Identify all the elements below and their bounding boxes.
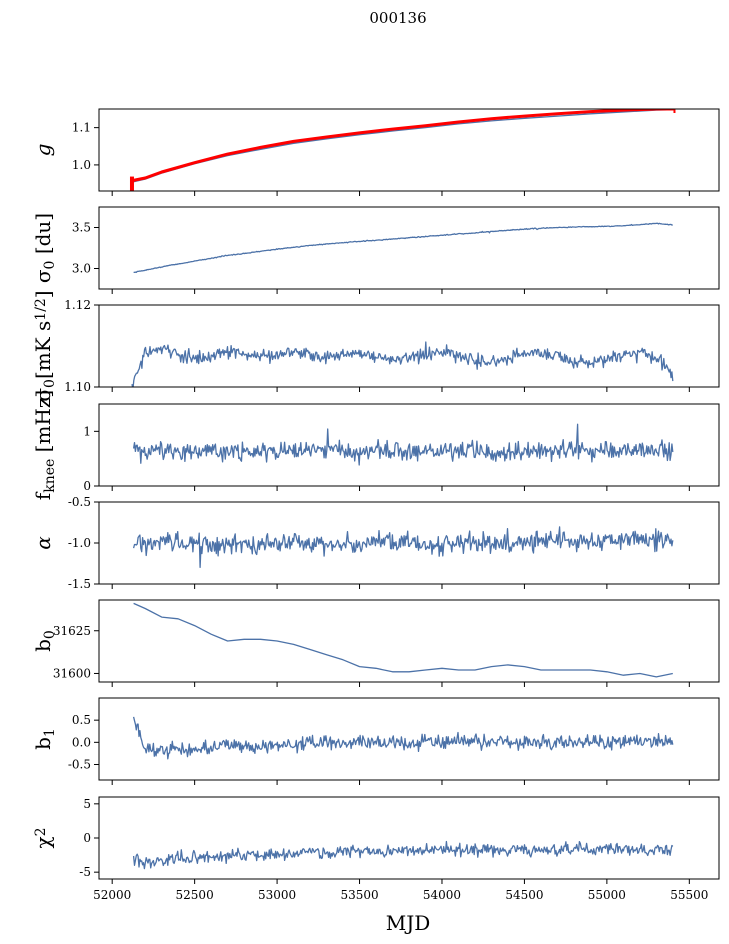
y-tick-label: 3.5 xyxy=(72,221,91,235)
axes-frame-sigma0-du xyxy=(98,206,720,290)
series-line-chi2 xyxy=(132,840,674,870)
series-line-b1 xyxy=(132,716,674,760)
y-tick-label: -1.5 xyxy=(68,577,91,591)
x-tick-label: 54000 xyxy=(423,888,461,902)
series-line-g-overlay xyxy=(131,109,675,183)
y-tick-label: 31625 xyxy=(53,624,91,638)
x-tick-label: 52500 xyxy=(176,888,214,902)
panel-g: 1.0 1.1 g xyxy=(31,108,720,196)
x-tick-label: 54500 xyxy=(505,888,543,902)
y-tick-label: -0.5 xyxy=(68,495,91,509)
axes-frame-b0 xyxy=(98,599,720,683)
y-axis-label-b1: b1 xyxy=(31,728,58,750)
panel-fknee: 0 1 fknee [mHz] xyxy=(31,390,720,500)
y-tick-label: 1.10 xyxy=(64,380,91,394)
axes-frame-fknee xyxy=(98,403,720,487)
y-tick-label: 0.5 xyxy=(72,713,91,727)
y-axis-label-b0: b0 xyxy=(31,630,58,652)
series-line-alpha xyxy=(132,526,674,568)
y-tick-label: -5 xyxy=(79,865,91,879)
y-axis-label-sigma0-mk: σ0[mK s1/2] xyxy=(31,290,58,401)
series-line-b0 xyxy=(133,602,673,678)
y-tick-label: 1.12 xyxy=(64,298,91,312)
axes-frame-sigma0-mk xyxy=(98,304,720,388)
y-tick-label: 0 xyxy=(83,831,91,845)
y-tick-label: -1.0 xyxy=(68,536,91,550)
x-tick-label: 53000 xyxy=(258,888,296,902)
panel-alpha: -1.5 -1.0 -0.5 α xyxy=(31,495,720,591)
axes-frame-chi2 xyxy=(98,796,720,880)
series-line-g xyxy=(131,109,673,183)
y-axis-label-fknee: fknee [mHz] xyxy=(31,390,58,500)
x-tick-label: 55000 xyxy=(588,888,626,902)
series-line-fknee xyxy=(132,423,674,466)
x-tick-label: 53500 xyxy=(340,888,378,902)
panel-chi2: -5 0 5 52000 52500 53000 53500 54000 54500 55000 5… xyxy=(31,796,720,902)
y-tick-label: 1 xyxy=(83,424,91,438)
y-tick-label: 5 xyxy=(83,797,91,811)
y-axis-label-g: g xyxy=(31,144,55,157)
y-tick-label: 1.0 xyxy=(72,158,91,172)
series-line-sigma0-mk xyxy=(131,341,674,387)
y-axis-label-sigma0-du: σ0 [du] xyxy=(31,213,58,283)
y-tick-label: 0 xyxy=(83,479,91,493)
y-tick-label: -0.5 xyxy=(68,757,91,771)
axes-frame-g xyxy=(98,108,720,192)
axes-frame-b1 xyxy=(98,697,720,781)
y-tick-label: 0.0 xyxy=(72,735,91,749)
series-line-sigma0-du xyxy=(133,222,673,274)
figure-title: 000136 xyxy=(369,9,426,27)
x-tick-label: 55500 xyxy=(670,888,708,902)
y-axis-label-alpha: α xyxy=(31,536,55,550)
y-tick-label: 1.1 xyxy=(72,121,91,135)
y-axis-label-chi2: χ2 xyxy=(31,827,55,848)
panel-sigma0-mk: 1.10 1.12 σ0[mK s1/2] xyxy=(31,290,720,402)
panel-sigma0-du: 3.0 3.5 σ0 [du] xyxy=(31,206,720,294)
panel-b1: -0.5 0.0 0.5 b1 xyxy=(31,697,720,785)
x-axis-label: MJD xyxy=(386,911,431,935)
y-tick-label: 3.0 xyxy=(72,262,91,276)
y-tick-label: 31600 xyxy=(53,666,91,680)
x-tick-label: 52000 xyxy=(93,888,131,902)
